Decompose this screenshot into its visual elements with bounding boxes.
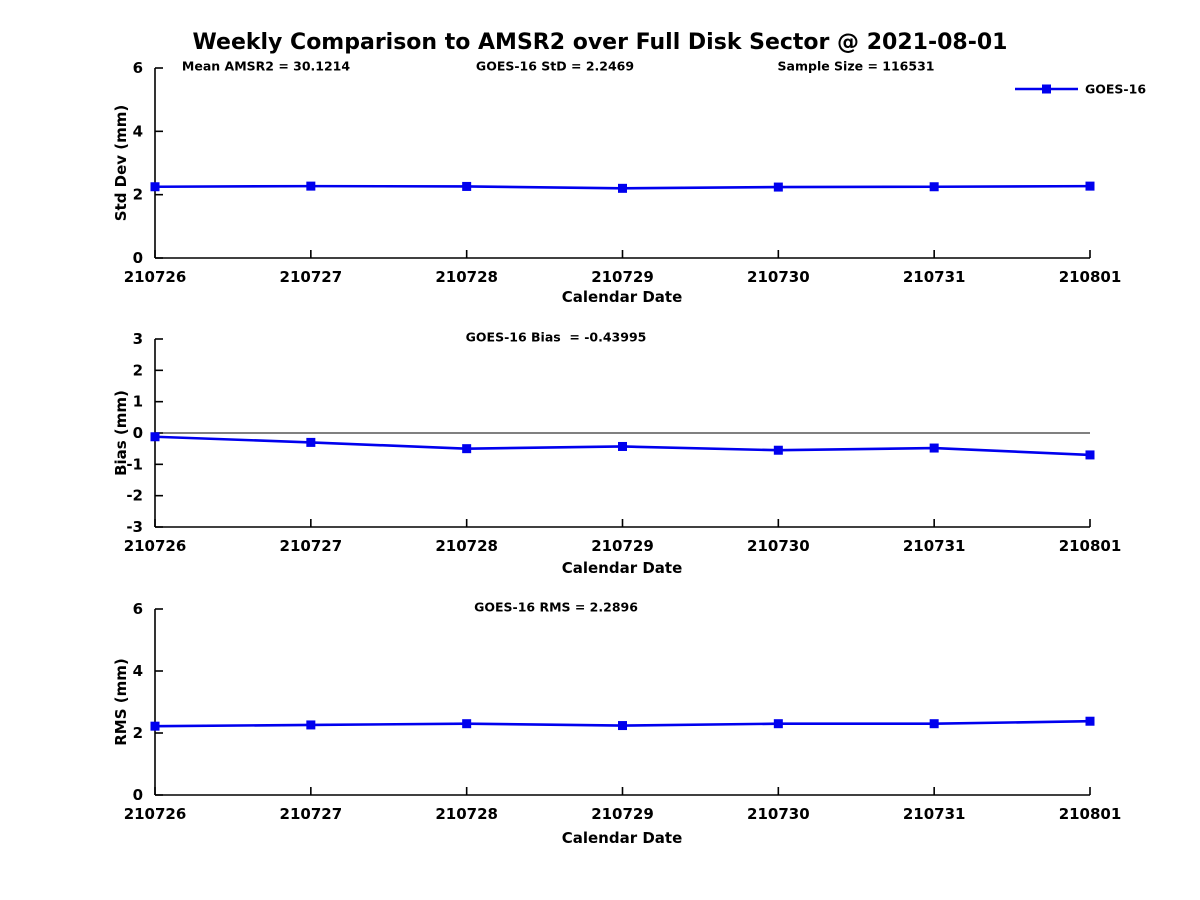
y-tick-label: 2 xyxy=(133,724,143,742)
y-tick-label: -2 xyxy=(126,487,143,505)
y-tick-label: -1 xyxy=(126,455,143,473)
series-marker xyxy=(150,432,160,442)
y-tick-label: 1 xyxy=(133,393,143,411)
series-marker xyxy=(773,719,783,729)
x-tick-label: 210730 xyxy=(747,537,810,555)
series-marker xyxy=(929,443,939,453)
x-tick-label: 210801 xyxy=(1059,805,1122,823)
x-tick-label: 210728 xyxy=(435,537,498,555)
x-tick-label: 210726 xyxy=(124,268,187,286)
x-axis-label-2: Calendar Date xyxy=(561,559,683,577)
annotation-goes16-bias: GOES-16 Bias = -0.43995 xyxy=(465,329,647,345)
y-tick-label: 3 xyxy=(133,330,143,348)
series-marker xyxy=(773,445,783,455)
x-tick-label: 210801 xyxy=(1059,268,1122,286)
series-marker xyxy=(929,182,939,192)
legend xyxy=(1015,84,1078,94)
y-tick-label: -3 xyxy=(126,518,143,536)
x-axis-label-3: Calendar Date xyxy=(561,829,683,847)
x-tick-label: 210730 xyxy=(747,268,810,286)
x-tick-label: 210731 xyxy=(903,268,966,286)
series-marker xyxy=(462,444,472,454)
x-tick-label: 210727 xyxy=(280,805,343,823)
subplot-3: 0 2 4 6 210726 210727 210728 210729 210730 210731… xyxy=(124,600,1122,823)
axes-3: 0 2 4 6 210726 210727 210728 210729 210730 210731… xyxy=(124,600,1122,823)
y-tick-label: 2 xyxy=(133,186,143,204)
x-tick-label: 210727 xyxy=(280,268,343,286)
x-tick-label: 210728 xyxy=(435,805,498,823)
x-tick-label: 210731 xyxy=(903,537,966,555)
y-tick-label: 0 xyxy=(133,786,143,804)
series-marker xyxy=(462,181,472,191)
series-marker xyxy=(1085,716,1095,726)
x-tick-label: 210730 xyxy=(747,805,810,823)
y-tick-label: 4 xyxy=(133,122,143,140)
series-marker xyxy=(1085,181,1095,191)
x-tick-label: 210727 xyxy=(280,537,343,555)
y-tick-label: 6 xyxy=(133,59,143,77)
series-marker xyxy=(150,721,160,731)
x-tick-label: 210801 xyxy=(1059,537,1122,555)
chart-title: Weekly Comparison to AMSR2 over Full Dis… xyxy=(192,30,1008,55)
annotation-goes16-rms: GOES-16 RMS = 2.2896 xyxy=(474,599,638,615)
series-marker xyxy=(929,719,939,729)
annotation-goes16-std: GOES-16 StD = 2.2469 xyxy=(475,58,635,74)
y-tick-label: 0 xyxy=(133,424,143,442)
series-marker xyxy=(306,437,316,447)
y-tick-label: 4 xyxy=(133,662,143,680)
x-axis-label-1: Calendar Date xyxy=(561,288,683,306)
subplot-1: 0 2 4 6 210726 210727 210728 210729 210730 210731… xyxy=(124,59,1122,286)
series-marker xyxy=(306,720,316,730)
series-marker xyxy=(618,721,627,731)
series-marker xyxy=(150,182,160,192)
y-tick-label: 0 xyxy=(133,249,143,267)
y-tick-label: 6 xyxy=(133,600,143,618)
series-marker xyxy=(618,441,627,451)
series-marker xyxy=(306,181,316,191)
series-marker xyxy=(618,183,627,193)
x-tick-label: 210731 xyxy=(903,805,966,823)
x-tick-label: 210729 xyxy=(591,805,654,823)
series-marker xyxy=(462,719,472,729)
legend-label: GOES-16 xyxy=(1085,81,1147,97)
y-axis-label-stddev: Std Dev (mm) xyxy=(112,104,130,222)
x-tick-label: 210729 xyxy=(591,537,654,555)
axes-1: 0 2 4 6 210726 210727 210728 210729 210730 210731… xyxy=(124,59,1122,286)
y-tick-label: 2 xyxy=(133,361,143,379)
x-tick-label: 210729 xyxy=(591,268,654,286)
legend-marker-icon xyxy=(1042,84,1051,94)
x-tick-label: 210726 xyxy=(124,537,187,555)
x-tick-label: 210728 xyxy=(435,268,498,286)
series-marker xyxy=(773,182,783,192)
subplot-2: -3 -2 -1 0 1 2 3 210726 210727 210728 210729 210730… xyxy=(124,330,1122,555)
x-tick-label: 210726 xyxy=(124,805,187,823)
y-axis-label-rms: RMS (mm) xyxy=(112,658,130,746)
annotation-mean-amsr2: Mean AMSR2 = 30.1214 xyxy=(181,58,351,74)
annotation-sample-size: Sample Size = 116531 xyxy=(777,58,935,74)
y-axis-label-bias: Bias (mm) xyxy=(112,390,130,476)
series-marker xyxy=(1085,450,1095,460)
